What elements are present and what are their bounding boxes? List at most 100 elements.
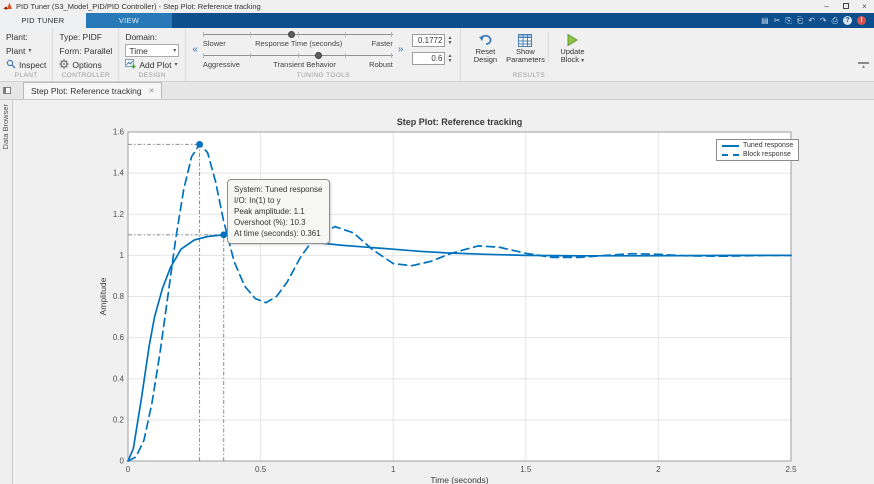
- svg-text:0.5: 0.5: [255, 465, 267, 474]
- results-caption: RESULTS: [467, 71, 590, 81]
- figure-area: Step Plot: Reference tracking 00.511.522…: [13, 100, 874, 484]
- datatip-peak: Peak amplitude: 1.1: [234, 206, 323, 217]
- svg-text:1: 1: [120, 251, 125, 260]
- chevron-down-icon: ▾: [174, 61, 177, 68]
- svg-text:0.6: 0.6: [113, 333, 125, 342]
- chevron-down-icon: ▾: [28, 47, 31, 54]
- chevron-down-icon: ▾: [173, 47, 176, 54]
- response-time-spinner[interactable]: 0.1772 ▲▼: [412, 34, 454, 47]
- add-plot-label: Add Plot: [139, 60, 171, 70]
- tab-step-plot-label: Step Plot: Reference tracking: [31, 86, 142, 96]
- svg-text:1.2: 1.2: [113, 210, 125, 219]
- plot-legend[interactable]: Tuned response Block response: [716, 139, 799, 161]
- close-icon[interactable]: ✕: [149, 87, 155, 95]
- domain-select[interactable]: Time ▾: [125, 44, 179, 57]
- dashed-line-sample: [722, 154, 739, 156]
- transient-behavior-value[interactable]: 0.6: [412, 52, 445, 65]
- response-time-value[interactable]: 0.1772: [412, 34, 445, 47]
- copy-icon[interactable]: ⎘: [785, 13, 791, 28]
- legend-label-tuned: Tuned response: [743, 142, 793, 149]
- slider-label-aggressive: Aggressive: [203, 60, 240, 69]
- plant-dropdown-label: Plant: [6, 46, 25, 56]
- data-tip[interactable]: System: Tuned response I/O: In(1) to y P…: [227, 179, 330, 244]
- help-icon[interactable]: ?: [843, 16, 852, 25]
- chevron-down-icon: ▾: [581, 58, 584, 64]
- update-block-button[interactable]: Update Block ▾: [554, 30, 590, 65]
- plant-dropdown[interactable]: Plant ▾: [6, 44, 46, 57]
- svg-text:Time (seconds): Time (seconds): [430, 475, 488, 484]
- group-tuning-tools: « Slower Response Time (seconds) Faster: [186, 28, 461, 81]
- svg-text:1.4: 1.4: [113, 169, 125, 178]
- quick-access-toolbar: ▤ ✂ ⎘ ⎗ ↶ ↷ ⎙ ? !: [761, 13, 874, 28]
- slider-label-transient: Transient Behavior: [273, 60, 336, 69]
- print-icon[interactable]: ⎙: [832, 13, 838, 28]
- show-parameters-label: Show Parameters: [506, 48, 545, 65]
- group-design: Domain: Time ▾ Add Plot ▾ DESIGN: [119, 28, 186, 81]
- save-icon[interactable]: ▤: [761, 13, 769, 28]
- group-results: Reset Design Show Parameters Update Bloc…: [461, 28, 596, 81]
- undo-icon[interactable]: ↶: [808, 13, 815, 28]
- tuning-tools-caption: TUNING TOOLS: [192, 71, 454, 81]
- alert-icon[interactable]: !: [857, 16, 866, 25]
- add-plot-button[interactable]: Add Plot ▾: [125, 58, 179, 71]
- minimize-icon[interactable]: –: [817, 0, 836, 13]
- plant-caption: PLANT: [6, 71, 46, 81]
- paste-icon[interactable]: ⎗: [797, 13, 803, 28]
- datatip-time: At time (seconds): 0.361: [234, 228, 323, 239]
- plant-label: Plant:: [6, 30, 46, 43]
- data-browser-label: Data Browser: [1, 104, 10, 149]
- group-plant: Plant: Plant ▾ Inspect PLANT: [0, 28, 53, 81]
- update-block-play-icon: [565, 32, 579, 48]
- svg-text:0: 0: [120, 457, 125, 466]
- reset-design-button[interactable]: Reset Design: [467, 30, 503, 65]
- tab-step-plot[interactable]: Step Plot: Reference tracking ✕: [23, 82, 162, 99]
- redo-icon[interactable]: ↷: [820, 13, 827, 28]
- inspect-label: Inspect: [19, 60, 46, 70]
- inspect-button[interactable]: Inspect: [6, 58, 46, 71]
- shift-right-icon[interactable]: »: [398, 45, 404, 55]
- spinner-down-icon[interactable]: ▼: [445, 41, 454, 46]
- slider-label-slower: Slower: [203, 39, 226, 48]
- update-block-label: Update Block ▾: [554, 48, 590, 65]
- options-label: Options: [72, 60, 101, 70]
- svg-text:0.2: 0.2: [113, 415, 125, 424]
- content-area: Data Browser Step Plot: Reference tracki…: [0, 100, 874, 484]
- legend-item-block: Block response: [722, 151, 793, 158]
- options-button[interactable]: Options: [59, 58, 112, 71]
- controller-type: Type: PIDF: [59, 30, 112, 43]
- response-time-slider[interactable]: Slower Response Time (seconds) Faster: [203, 30, 393, 48]
- controller-caption: CONTROLLER: [59, 71, 112, 81]
- show-parameters-button[interactable]: Show Parameters: [507, 30, 543, 65]
- tab-pid-tuner[interactable]: PID TUNER: [0, 13, 86, 28]
- legend-item-tuned: Tuned response: [722, 142, 793, 149]
- svg-text:1: 1: [391, 465, 396, 474]
- transient-behavior-slider[interactable]: Aggressive Transient Behavior Robust: [203, 51, 393, 69]
- data-browser-panel[interactable]: Data Browser: [0, 100, 13, 484]
- datatip-overshoot: Overshoot (%): 10.3: [234, 217, 323, 228]
- svg-text:2.5: 2.5: [785, 465, 797, 474]
- design-caption: DESIGN: [125, 71, 179, 81]
- svg-text:1.6: 1.6: [113, 128, 125, 137]
- slider-label-faster: Faster: [372, 39, 393, 48]
- add-plot-icon: [125, 59, 136, 71]
- transient-behavior-slider-handle[interactable]: [315, 52, 322, 59]
- restore-icon[interactable]: [836, 0, 855, 13]
- ribbon-tab-strip: PID TUNER VIEW ▤ ✂ ⎘ ⎗ ↶ ↷ ⎙ ? !: [0, 13, 874, 28]
- spinner-down-icon[interactable]: ▼: [445, 59, 454, 64]
- svg-text:1.5: 1.5: [520, 465, 532, 474]
- tab-view[interactable]: VIEW: [86, 13, 172, 28]
- reset-design-label: Reset Design: [467, 48, 503, 65]
- panel-layout-icon[interactable]: [0, 81, 13, 99]
- close-icon[interactable]: ×: [855, 0, 874, 13]
- response-time-slider-handle[interactable]: [288, 31, 295, 38]
- shift-left-icon[interactable]: «: [192, 45, 198, 55]
- ribbon-toolbar: Plant: Plant ▾ Inspect PLANT Type: PIDF …: [0, 28, 874, 82]
- transient-behavior-spinner[interactable]: 0.6 ▲▼: [412, 52, 454, 65]
- matlab-logo-icon: [3, 2, 12, 11]
- cut-icon[interactable]: ✂: [774, 13, 781, 28]
- legend-label-block: Block response: [743, 151, 791, 158]
- datatip-system: System: Tuned response: [234, 184, 323, 195]
- svg-text:0.8: 0.8: [113, 292, 125, 301]
- slider-label-robust: Robust: [369, 60, 393, 69]
- collapse-ribbon-icon[interactable]: ▴: [858, 62, 869, 71]
